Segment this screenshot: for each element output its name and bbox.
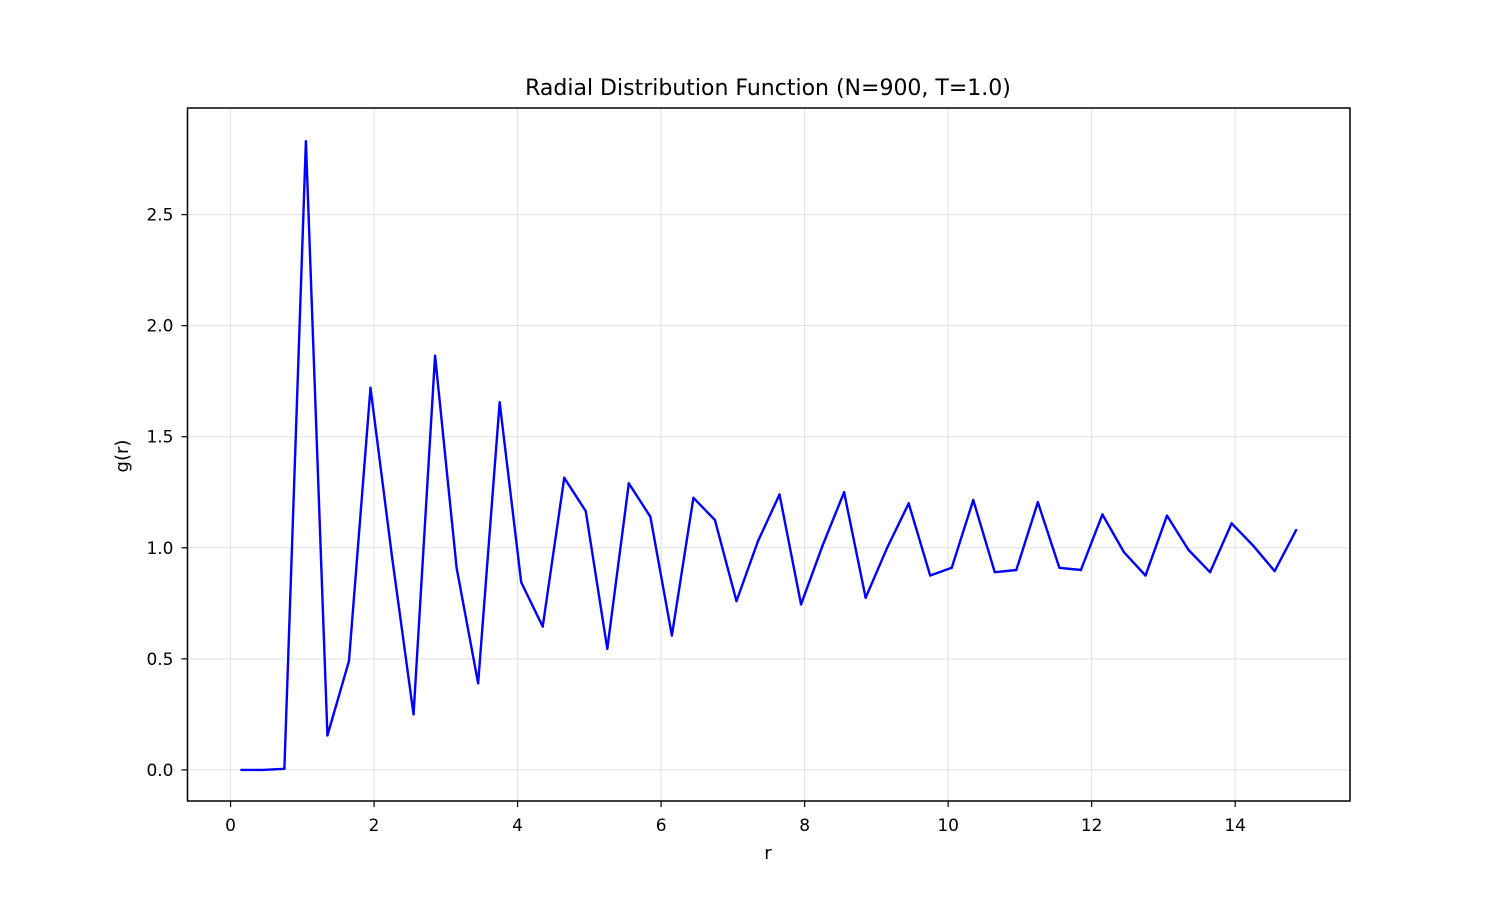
data-point (907, 502, 910, 505)
data-point (541, 625, 544, 628)
data-point (950, 566, 953, 569)
data-point (1036, 501, 1040, 504)
data-point (1208, 571, 1212, 574)
data-point (1230, 522, 1233, 525)
data-point (929, 574, 932, 577)
y-tick-label: 2.0 (146, 317, 173, 337)
data-point (821, 544, 824, 547)
x-axis-label: r (764, 843, 772, 864)
x-tick-label: 2 (369, 816, 380, 836)
data-point (649, 515, 652, 518)
chart-title: Radial Distribution Function (N=900, T=1… (525, 76, 1011, 101)
data-point (1122, 551, 1126, 554)
data-point (326, 734, 329, 737)
x-tick-label: 8 (799, 816, 810, 836)
x-tick-label: 0 (225, 816, 236, 836)
grid (187, 108, 1350, 801)
data-point (885, 546, 889, 549)
x-tick-label: 12 (1081, 816, 1103, 836)
data-point (455, 566, 458, 569)
y-tick-label: 0.0 (146, 761, 173, 781)
data-point (713, 518, 717, 522)
data-point (563, 476, 566, 480)
data-point (240, 768, 243, 772)
x-tick-label: 4 (512, 816, 523, 836)
data-point (347, 659, 351, 663)
y-tick-label: 1.0 (146, 539, 173, 559)
y-tick-label: 1.5 (146, 428, 173, 448)
data-point (584, 509, 587, 513)
data-point (1079, 568, 1083, 572)
data-point (606, 647, 609, 651)
data-point (799, 603, 803, 606)
data-point (627, 482, 631, 485)
data-point (261, 768, 265, 772)
data-point (1015, 568, 1018, 572)
data-point (412, 713, 415, 716)
data-point (842, 491, 846, 494)
data-point (476, 682, 480, 685)
data-point (864, 596, 867, 599)
data-point (1187, 548, 1190, 552)
x-tick-label: 14 (1224, 816, 1246, 836)
series-line (241, 140, 1298, 772)
data-point (1058, 566, 1061, 569)
plot-series (240, 140, 1298, 772)
data-point (1251, 544, 1255, 547)
y-tick-label: 2.5 (146, 206, 173, 226)
data-point (1101, 513, 1104, 516)
data-point (519, 581, 523, 584)
y-axis-ticks: 0.0 0.5 1.0 1.5 2.0 2.5 (146, 206, 188, 781)
data-point (1165, 514, 1169, 517)
data-point (433, 354, 437, 357)
y-axis-label: g(r) (112, 440, 133, 473)
data-point (972, 498, 975, 502)
data-point (283, 767, 286, 770)
data-point (993, 571, 996, 574)
data-point (1273, 569, 1276, 573)
x-axis-ticks: 0 2 4 6 8 10 12 14 (225, 801, 1246, 836)
x-tick-label: 6 (656, 816, 667, 836)
data-point (670, 634, 674, 637)
data-point (369, 386, 372, 390)
y-tick-label: 0.5 (146, 650, 173, 670)
data-point (304, 140, 308, 143)
plot-frame (186, 107, 1351, 802)
data-point (390, 555, 394, 558)
data-point (778, 493, 781, 496)
data-point (498, 401, 501, 404)
data-point (756, 539, 760, 543)
x-tick-label: 10 (937, 816, 959, 836)
data-point (1294, 528, 1298, 532)
data-point (1144, 574, 1147, 577)
data-point (735, 599, 738, 603)
data-point (692, 496, 695, 500)
